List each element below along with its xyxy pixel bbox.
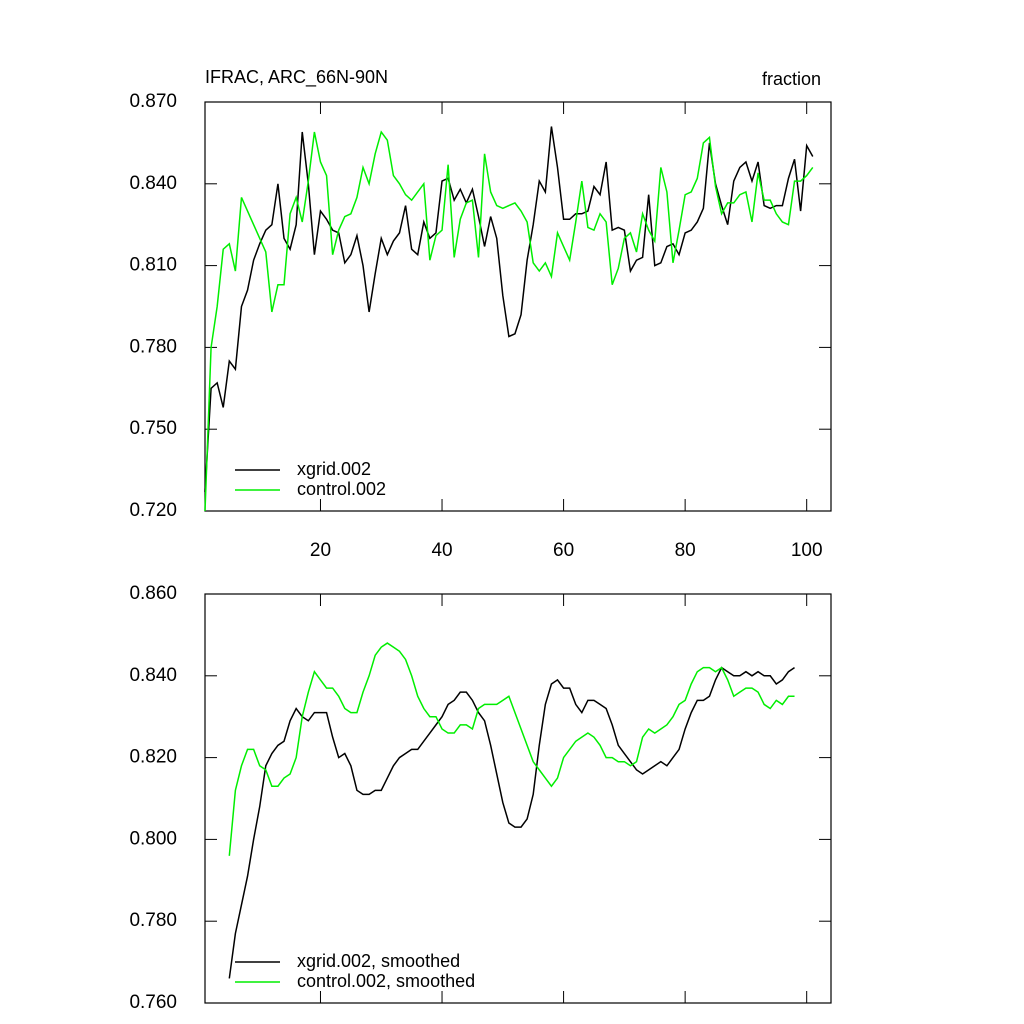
legend-label: xgrid.002, smoothed [297, 951, 460, 971]
y-tick-label: 0.800 [129, 828, 177, 849]
y-tick-label: 0.840 [129, 665, 177, 686]
series-line [204, 130, 814, 512]
series-line [204, 126, 814, 492]
y-tick-label: 0.780 [129, 336, 177, 357]
x-tick-label: 60 [553, 540, 574, 561]
y-tick-label: 0.820 [129, 747, 177, 768]
x-tick-label: 100 [791, 540, 823, 561]
chart-title: IFRAC, ARC_66N-90N [205, 67, 388, 88]
y-tick-label: 0.840 [129, 173, 177, 194]
plot-frame [204, 593, 832, 1004]
series-line [228, 666, 795, 979]
series-line [228, 642, 795, 856]
y-tick-label: 0.750 [129, 418, 177, 439]
units-label: fraction [762, 69, 821, 89]
x-tick-label: 40 [431, 540, 452, 561]
y-tick-label: 0.720 [129, 500, 177, 521]
legend-label: control.002, smoothed [297, 971, 475, 991]
x-tick-label: 20 [310, 540, 331, 561]
legend-label: xgrid.002 [297, 459, 371, 479]
plot-frame [204, 101, 832, 512]
y-tick-label: 0.810 [129, 255, 177, 276]
x-tick-label: 80 [675, 540, 696, 561]
legend-label: control.002 [297, 479, 386, 499]
y-tick-label: 0.860 [129, 583, 177, 604]
y-tick-label: 0.870 [129, 91, 177, 112]
y-tick-label: 0.780 [129, 910, 177, 931]
y-tick-label: 0.760 [129, 992, 177, 1013]
